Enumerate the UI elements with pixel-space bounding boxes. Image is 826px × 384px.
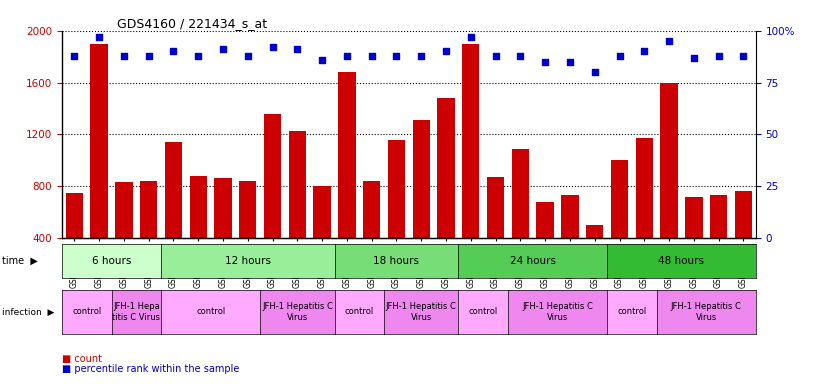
- Bar: [512, 149, 529, 290]
- Point: [390, 53, 403, 59]
- Bar: [66, 193, 83, 290]
- Text: GDS4160 / 221434_s_at: GDS4160 / 221434_s_at: [117, 17, 268, 30]
- Point: [415, 53, 428, 59]
- Bar: [140, 181, 158, 290]
- Point: [117, 53, 131, 59]
- Bar: [487, 177, 504, 290]
- Point: [712, 53, 725, 59]
- Point: [192, 53, 205, 59]
- Text: JFH-1 Hepatitis C
Virus: JFH-1 Hepatitis C Virus: [522, 302, 593, 322]
- Text: 48 hours: 48 hours: [658, 256, 705, 266]
- Point: [241, 53, 254, 59]
- Bar: [165, 142, 183, 290]
- Text: 6 hours: 6 hours: [92, 256, 131, 266]
- Text: control: control: [344, 308, 374, 316]
- Bar: [289, 131, 306, 290]
- Bar: [240, 181, 257, 290]
- Bar: [363, 181, 381, 290]
- Bar: [116, 182, 132, 290]
- Bar: [190, 176, 206, 290]
- Point: [588, 69, 601, 75]
- Text: JFH-1 Hepa
titis C Virus: JFH-1 Hepa titis C Virus: [112, 302, 160, 322]
- Text: JFH-1 Hepatitis C
Virus: JFH-1 Hepatitis C Virus: [386, 302, 457, 322]
- Point: [737, 53, 750, 59]
- Bar: [661, 83, 678, 290]
- Point: [638, 48, 651, 55]
- Bar: [339, 72, 356, 290]
- Point: [539, 59, 552, 65]
- Point: [167, 48, 180, 55]
- Point: [316, 57, 329, 63]
- Point: [464, 34, 477, 40]
- Point: [613, 53, 626, 59]
- Text: control: control: [617, 308, 647, 316]
- Point: [340, 53, 354, 59]
- Bar: [314, 186, 330, 290]
- Bar: [388, 139, 406, 290]
- Bar: [636, 138, 653, 290]
- Point: [365, 53, 378, 59]
- Text: 18 hours: 18 hours: [373, 256, 420, 266]
- Text: time  ▶: time ▶: [2, 256, 37, 266]
- Bar: [215, 179, 231, 290]
- Text: control: control: [196, 308, 225, 316]
- Text: 24 hours: 24 hours: [510, 256, 556, 266]
- Point: [439, 48, 453, 55]
- Text: ■ percentile rank within the sample: ■ percentile rank within the sample: [62, 364, 240, 374]
- Bar: [562, 195, 578, 290]
- Bar: [611, 161, 629, 290]
- Point: [291, 46, 304, 53]
- Text: 12 hours: 12 hours: [225, 256, 271, 266]
- Bar: [463, 44, 480, 290]
- Point: [142, 53, 155, 59]
- Bar: [686, 197, 702, 290]
- Text: control: control: [468, 308, 498, 316]
- Point: [514, 53, 527, 59]
- Point: [489, 53, 502, 59]
- Bar: [264, 114, 282, 290]
- Point: [563, 59, 577, 65]
- Point: [662, 38, 676, 44]
- Bar: [413, 120, 430, 290]
- Bar: [586, 225, 603, 290]
- Bar: [438, 98, 455, 290]
- Text: ■ count: ■ count: [62, 354, 102, 364]
- Bar: [735, 191, 752, 290]
- Bar: [91, 44, 107, 290]
- Point: [68, 53, 81, 59]
- Point: [687, 55, 700, 61]
- Point: [93, 34, 106, 40]
- Text: JFH-1 Hepatitis C
Virus: JFH-1 Hepatitis C Virus: [671, 302, 742, 322]
- Point: [266, 44, 279, 50]
- Bar: [710, 195, 728, 290]
- Text: JFH-1 Hepatitis C
Virus: JFH-1 Hepatitis C Virus: [262, 302, 333, 322]
- Text: infection  ▶: infection ▶: [2, 308, 54, 316]
- Bar: [537, 202, 553, 290]
- Text: control: control: [72, 308, 102, 316]
- Point: [216, 46, 230, 53]
